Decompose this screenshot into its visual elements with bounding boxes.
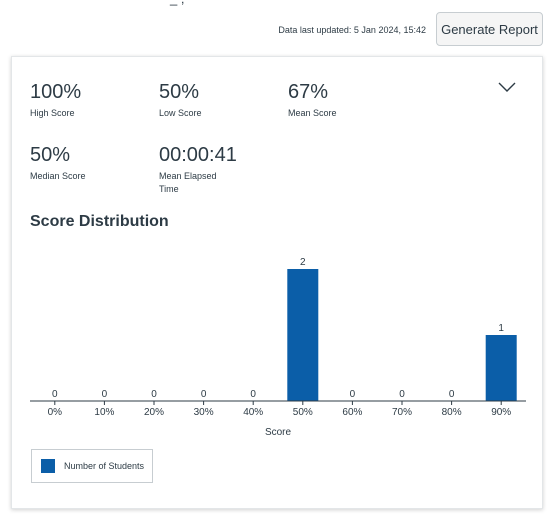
x-axis-title: Score: [265, 427, 292, 438]
stat-label: Median Score: [30, 171, 86, 181]
data-label-10%: 0: [102, 389, 108, 400]
x-tick-label: 60%: [342, 407, 362, 418]
data-label-60%: 0: [350, 389, 356, 400]
generate-report-button[interactable]: Generate Report: [436, 12, 543, 46]
data-label-90%: 1: [498, 323, 504, 334]
bar-90%: [485, 335, 517, 401]
data-updated-text: Data last updated: 5 Jan 2024, 15:42: [278, 25, 426, 35]
score-distribution-chart: 0 0 0 0 0 2 0 0 0 1 0% 10% 20% 30% 40% 50% 60% 70% 80% 90%…: [30, 257, 526, 438]
legend-swatch: [41, 459, 55, 473]
chart-legend: Number of Students: [31, 449, 153, 483]
x-tick-label: 30%: [194, 407, 214, 418]
stat-label: Mean Elapsed Time: [159, 171, 217, 194]
stat-value: 67%: [288, 81, 329, 103]
data-label-50%: 2: [300, 257, 306, 268]
x-tick-label: 20%: [144, 407, 164, 418]
chevron-down-icon[interactable]: [496, 79, 518, 95]
x-tick-label: 10%: [94, 407, 114, 418]
stat-value: 50%: [30, 144, 71, 166]
bar-50%: [287, 269, 319, 401]
stat-high-score: 100% High Score: [30, 81, 81, 120]
x-tick-label: 90%: [491, 407, 511, 418]
data-label-0%: 0: [52, 389, 58, 400]
stat-value: 00:00:41: [159, 144, 237, 166]
stat-mean-score: 67% Mean Score: [288, 81, 337, 120]
stat-low-score: 50% Low Score: [159, 81, 202, 120]
x-tick-label: 50%: [293, 407, 313, 418]
x-tick-label: 70%: [392, 407, 412, 418]
stat-label: Mean Score: [288, 108, 337, 118]
page-title: _ ;: [170, 0, 184, 6]
stat-label: High Score: [30, 108, 75, 118]
quiz-statistics-card: 100% High Score 50% Low Score 67% Mean S…: [11, 56, 543, 509]
stat-value: 100%: [30, 81, 82, 103]
data-label-20%: 0: [151, 389, 157, 400]
legend-label: Number of Students: [64, 461, 145, 471]
stat-value: 50%: [159, 81, 200, 103]
x-tick-label: 80%: [442, 407, 462, 418]
x-tick-label: 0%: [48, 407, 63, 418]
stat-mean-elapsed-time: 00:00:41 Mean Elapsed Time: [159, 144, 237, 196]
data-label-30%: 0: [201, 389, 207, 400]
x-tick-label: 40%: [243, 407, 263, 418]
score-distribution-title: Score Distribution: [30, 213, 169, 230]
data-label-40%: 0: [250, 389, 256, 400]
report-header: _ ; Data last updated: 5 Jan 2024, 15:42…: [0, 0, 554, 50]
data-label-80%: 0: [449, 389, 455, 400]
stat-median-score: 50% Median Score: [30, 144, 86, 183]
stat-label: Low Score: [159, 108, 202, 118]
data-label-70%: 0: [399, 389, 405, 400]
